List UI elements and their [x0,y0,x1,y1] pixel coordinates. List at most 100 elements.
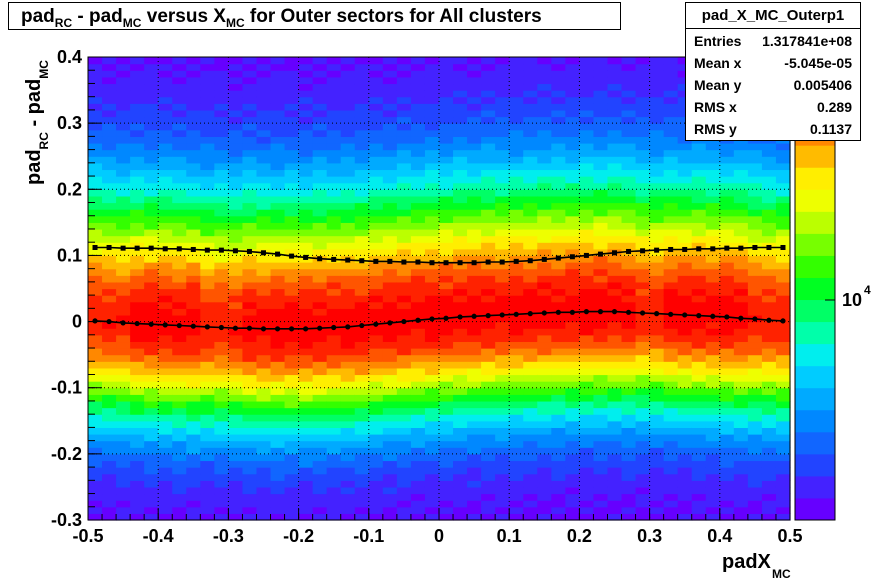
heatmap-cell [354,202,370,210]
heatmap-cell [242,176,258,184]
heatmap-cell [495,189,510,197]
heatmap-cell [130,500,145,508]
heatmap-cell [579,76,595,85]
heatmap-cell [88,275,103,283]
heatmap-cell [509,381,524,389]
heatmap-cell [593,341,609,349]
heatmap-cell [424,228,440,237]
heatmap-cell [172,189,187,197]
heatmap-cell [354,215,370,223]
heatmap-cell [621,129,637,137]
heatmap-cell [649,57,665,65]
heatmap-cell [509,414,524,422]
heatmap-cell [607,76,623,85]
heatmap-cell [354,136,370,144]
heatmap-cell [382,182,398,190]
heatmap-cell [186,255,201,263]
heatmap-cell [705,460,721,468]
heatmap-cell [775,381,791,389]
heatmap-cell [116,248,131,257]
heatmap-cell [593,460,609,468]
heatmap-cell [158,473,173,481]
y-tick-label: 0.4 [57,47,82,67]
heatmap-cell [130,414,145,422]
heatmap-cell [270,209,286,217]
heatmap-cell [396,453,412,462]
heatmap-cell [439,176,454,184]
heatmap-cell [144,215,159,223]
heatmap-cell [733,460,749,468]
heatmap-cell [172,222,187,230]
heatmap-cell [214,169,229,177]
heatmap-cell [453,129,468,137]
heatmap-cell [270,341,286,349]
series-point-square [766,244,772,250]
heatmap-cell [88,328,103,336]
heatmap-cell [256,394,272,402]
heatmap-cell [396,500,412,508]
heatmap-cell [144,156,159,164]
heatmap-cell [186,176,201,184]
heatmap-cell [88,480,103,488]
heatmap-cell [130,149,145,157]
heatmap-cell [144,301,159,309]
heatmap-cell [116,202,131,210]
heatmap-cell [705,486,721,495]
heatmap-cell [396,63,412,71]
heatmap-cell [579,248,595,257]
heatmap-cell [761,162,777,171]
heatmap-cell [551,262,566,270]
heatmap-cell [172,129,187,137]
heatmap-cell [130,209,145,217]
heatmap-cell [116,222,131,230]
series-point-circle [331,324,337,331]
heatmap-cell [340,129,356,137]
heatmap-cell [677,394,693,402]
heatmap-cell [340,440,356,448]
series-point-circle [204,324,210,330]
heatmap-cell [453,387,468,395]
heatmap-cell [102,381,117,389]
heatmap-cell [537,334,552,343]
heatmap-cell [607,295,623,303]
heatmap-cell [593,70,609,78]
heatmap-cell [523,374,538,382]
heatmap-cell [382,381,398,389]
heatmap-cell [102,440,117,448]
heatmap-cell [677,314,693,323]
heatmap-cell [439,387,454,395]
heatmap-cell [509,328,524,336]
heatmap-cell [565,156,580,164]
heatmap-cell [467,235,482,243]
heatmap-cell [214,500,229,508]
heatmap-cell [256,129,272,137]
heatmap-cell [326,215,342,223]
heatmap-cell [747,480,763,488]
heatmap-cell [551,387,566,395]
series-point-circle [387,320,393,326]
heatmap-cell [523,109,538,118]
heatmap-cell [396,262,412,270]
heatmap-cell [551,169,566,177]
heatmap-cell [775,334,791,343]
heatmap-cell [565,387,580,395]
heatmap-cell [158,420,173,428]
heatmap-cell [467,400,482,409]
heatmap-cell [424,202,440,210]
heatmap-cell [635,136,651,144]
heatmap-cell [761,321,777,329]
series-point-circle [359,322,365,329]
heatmap-cell [298,116,314,124]
heatmap-cell [368,374,384,382]
heatmap-cell [495,235,510,243]
heatmap-cell [635,341,651,349]
heatmap-cell [453,440,468,448]
heatmap-cell [481,381,496,389]
heatmap-cell [396,242,412,250]
heatmap-cell [607,374,623,382]
heatmap-cell [396,434,412,442]
heatmap-cell [88,467,103,475]
heatmap-cell [256,367,272,376]
heatmap-cell [326,248,342,257]
heatmap-cell [705,275,721,283]
